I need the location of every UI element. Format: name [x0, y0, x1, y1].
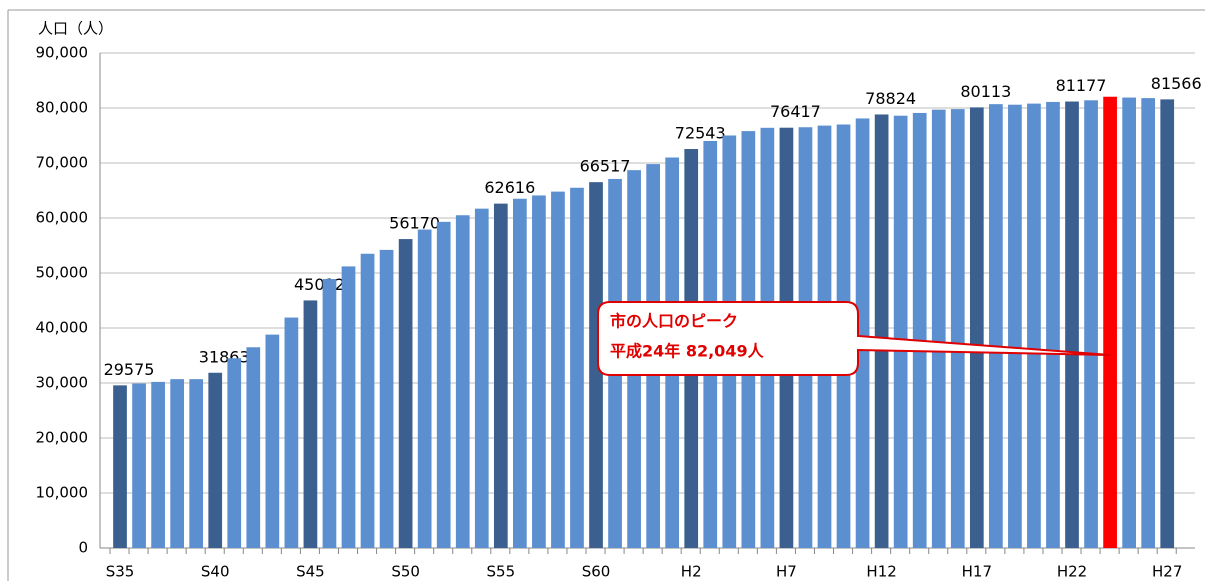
- value-label: 78824: [865, 89, 916, 108]
- bar: [551, 191, 565, 548]
- y-axis-label: 人口（人）: [38, 20, 113, 38]
- bar: [570, 187, 584, 548]
- bar: [931, 109, 946, 549]
- x-tick-label: S60: [582, 563, 611, 581]
- value-label: 45012: [294, 275, 345, 294]
- x-tick-label: S40: [201, 563, 230, 581]
- x-tick-label: S45: [296, 563, 325, 581]
- bar: [589, 182, 603, 548]
- x-tick-label: S55: [487, 563, 516, 581]
- x-tick-label: H27: [1152, 563, 1182, 581]
- bar: [912, 112, 927, 548]
- bar: [246, 347, 261, 548]
- y-tick-label: 70,000: [36, 154, 89, 172]
- y-tick-label: 0: [78, 539, 88, 557]
- bar: [950, 109, 965, 548]
- y-tick-label: 50,000: [36, 264, 89, 282]
- bar: [532, 195, 546, 548]
- bar: [170, 379, 184, 548]
- y-tick-label: 90,000: [36, 44, 89, 62]
- y-tick-label: 40,000: [36, 319, 89, 337]
- bar: [417, 229, 432, 549]
- x-tick-label: H22: [1057, 563, 1087, 581]
- value-label: 56170: [389, 214, 440, 233]
- bar: [208, 372, 223, 548]
- value-label: 72543: [675, 124, 726, 143]
- bar: [893, 115, 908, 548]
- x-tick-label: H12: [866, 563, 896, 581]
- y-tick-label: 20,000: [36, 429, 89, 447]
- bar: [513, 198, 527, 548]
- bar: [969, 107, 984, 548]
- value-label: 29575: [104, 360, 155, 379]
- bar: [874, 114, 889, 548]
- bar: [398, 239, 413, 548]
- bar: [855, 118, 870, 548]
- x-tick-label: H7: [776, 563, 797, 581]
- bar: [284, 317, 299, 548]
- value-label: 76417: [770, 102, 821, 121]
- x-tick-label: H17: [962, 563, 992, 581]
- bar: [322, 279, 337, 548]
- y-tick-label: 60,000: [36, 209, 89, 227]
- y-tick-label: 80,000: [36, 99, 89, 117]
- callout-text: 平成24年 82,049人: [610, 342, 765, 361]
- value-label: 31863: [199, 347, 250, 366]
- value-label: 80113: [960, 82, 1011, 101]
- bar: [1122, 97, 1136, 549]
- bar: [227, 358, 242, 548]
- bar: [1008, 104, 1022, 548]
- value-label: 66517: [580, 157, 631, 176]
- callout-text: 市の人口のピーク: [610, 312, 738, 331]
- bar: [1141, 98, 1156, 548]
- bar: [1160, 99, 1175, 549]
- bar: [303, 300, 318, 548]
- x-tick-label: H2: [681, 563, 702, 581]
- y-tick-label: 10,000: [36, 484, 89, 502]
- y-tick-label: 30,000: [36, 374, 89, 392]
- callout: [597, 301, 1111, 376]
- bar: [132, 383, 146, 548]
- bar: [341, 266, 356, 548]
- x-tick-label: S35: [106, 563, 135, 581]
- bar: [379, 249, 394, 548]
- bar: [436, 221, 451, 548]
- bar: [493, 203, 508, 548]
- bar: [189, 379, 204, 548]
- bar: [151, 381, 165, 548]
- bar: [989, 104, 1003, 549]
- bar: [1065, 101, 1079, 549]
- bar: [113, 385, 127, 548]
- x-tick-label: S50: [391, 563, 420, 581]
- bar: [474, 208, 489, 548]
- bar: [1046, 101, 1060, 548]
- value-label: 81566: [1151, 74, 1202, 93]
- bar: [265, 334, 280, 548]
- bar: [1103, 96, 1117, 548]
- bar: [1027, 103, 1041, 548]
- bar: [1084, 100, 1098, 549]
- bar: [455, 215, 470, 548]
- value-label: 62616: [484, 178, 535, 197]
- value-label: 81177: [1056, 76, 1107, 95]
- bar: [360, 253, 375, 548]
